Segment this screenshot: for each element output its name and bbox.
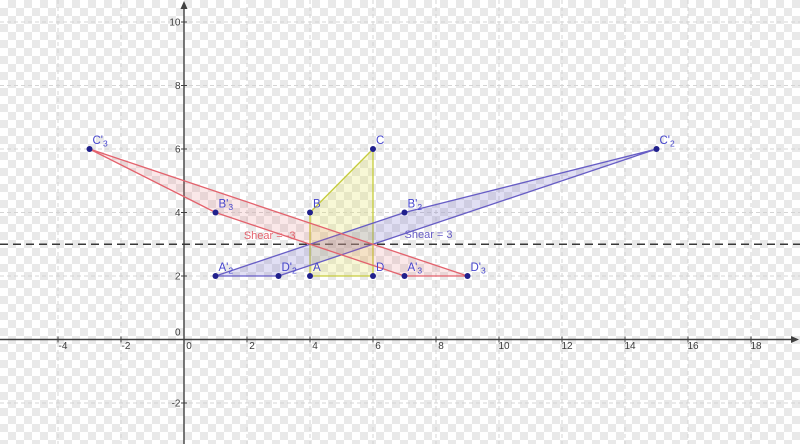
point-D[interactable]	[370, 273, 376, 279]
point-label-A3: A'3	[408, 262, 423, 276]
x-tick-label: 16	[687, 341, 699, 352]
y-tick-label: 4	[175, 208, 181, 219]
point-label-C: C	[376, 135, 384, 147]
x-tick-label: 18	[750, 341, 762, 352]
x-tick-label: -4	[59, 341, 68, 352]
point-label-B2: B'2	[408, 199, 423, 213]
point-label-C3: C'3	[93, 135, 109, 149]
y-tick-label: 2	[175, 272, 181, 283]
point-label-D: D	[376, 262, 384, 274]
shear-positive-label: Shear = 3	[404, 229, 453, 242]
x-tick-label: 6	[375, 341, 381, 352]
point-C3[interactable]	[86, 146, 93, 152]
x-tick-label: -2	[122, 341, 131, 352]
x-tick-label: 2	[249, 341, 255, 352]
y-tick-label: -2	[172, 399, 181, 410]
point-label-A: A	[313, 262, 321, 274]
y-axis-arrow	[180, 1, 188, 9]
y-tick-label: 6	[175, 145, 181, 156]
shear-negative-label: Shear = -3	[243, 230, 296, 243]
x-tick-label: 8	[438, 341, 444, 352]
x-tick-label: 12	[561, 341, 573, 352]
x-tick-label: 4	[312, 341, 318, 352]
y-tick-label: 8	[175, 81, 181, 92]
point-label-C2: C'2	[660, 135, 676, 149]
point-D3[interactable]	[464, 273, 471, 279]
point-A2[interactable]	[212, 273, 219, 279]
point-A[interactable]	[307, 273, 313, 279]
x-tick-label: 10	[498, 341, 510, 352]
point-label-B: B	[313, 199, 321, 211]
point-B2[interactable]	[401, 209, 408, 216]
point-D2[interactable]	[275, 273, 282, 279]
point-B3[interactable]	[212, 209, 219, 216]
point-A3[interactable]	[401, 273, 408, 279]
point-label-B3: B'3	[219, 199, 234, 213]
point-C2[interactable]	[653, 146, 660, 152]
point-B[interactable]	[307, 209, 313, 216]
x-tick-label: 0	[186, 341, 192, 352]
point-C[interactable]	[370, 146, 376, 152]
y-tick-label: 0	[175, 328, 181, 339]
x-axis-arrow	[791, 336, 799, 343]
point-label-D2: D'2	[282, 262, 298, 276]
point-label-D3: D'3	[471, 262, 487, 276]
y-tick-label: 10	[169, 18, 181, 29]
x-tick-label: 14	[624, 341, 636, 352]
point-label-A2: A'2	[219, 262, 234, 276]
